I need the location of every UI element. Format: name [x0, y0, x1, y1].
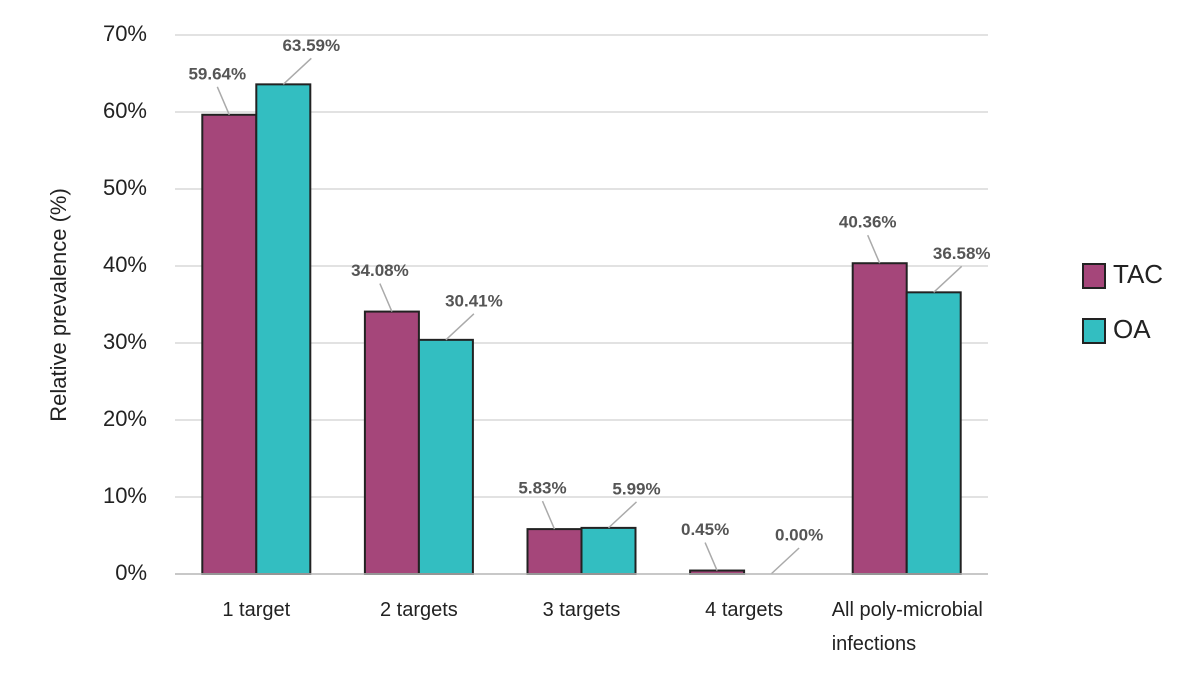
data-label: 36.58%	[933, 244, 991, 263]
x-tick-label: 1 target	[222, 599, 291, 621]
y-tick-label: 40%	[103, 252, 147, 277]
x-tick-label: 4 targets	[705, 599, 783, 621]
bar	[417, 338, 474, 575]
y-tick-label: 20%	[103, 406, 147, 431]
y-tick-label: 30%	[103, 329, 147, 354]
bar	[580, 526, 637, 576]
y-tick-label: 50%	[103, 175, 147, 200]
x-tick-label: 3 targets	[542, 599, 621, 621]
leader-line	[933, 265, 963, 293]
x-tick-label: All poly-microbial infections	[831, 599, 983, 655]
data-label: 0.45%	[681, 520, 729, 539]
bar	[255, 83, 312, 576]
x-tick-label: 2 targets	[379, 599, 458, 621]
y-tick-label: 60%	[103, 98, 147, 123]
y-axis-title: Relative prevalence (%)	[46, 188, 71, 422]
data-label: 63.59%	[282, 36, 340, 55]
legend-swatch	[1082, 318, 1106, 344]
data-label: 5.99%	[612, 479, 660, 498]
data-label: 34.08%	[351, 261, 409, 280]
data-label: 40.36%	[839, 213, 897, 232]
legend-label: OA	[1113, 314, 1151, 344]
leader-line	[770, 547, 800, 575]
data-label: 5.83%	[518, 479, 566, 498]
y-tick-label: 70%	[103, 21, 147, 46]
y-tick-label: 10%	[103, 483, 147, 508]
leader-line	[445, 313, 475, 341]
bar	[851, 262, 908, 575]
bar	[526, 528, 583, 576]
bar	[201, 113, 258, 575]
data-label: 30.41%	[445, 291, 503, 310]
leader-line	[379, 283, 393, 312]
data-label: 59.64%	[188, 64, 246, 83]
leader-line	[704, 542, 718, 571]
leader-line	[216, 86, 230, 116]
legend-label: TAC	[1113, 259, 1163, 289]
leader-line	[607, 501, 638, 529]
legend-swatch	[1082, 263, 1106, 289]
bar	[905, 291, 962, 575]
y-tick-label: 0%	[115, 560, 147, 585]
leader-line	[867, 234, 881, 264]
data-label: 0.00%	[775, 525, 823, 544]
leader-line	[282, 57, 312, 85]
leader-line	[541, 500, 556, 530]
bar	[363, 310, 420, 575]
